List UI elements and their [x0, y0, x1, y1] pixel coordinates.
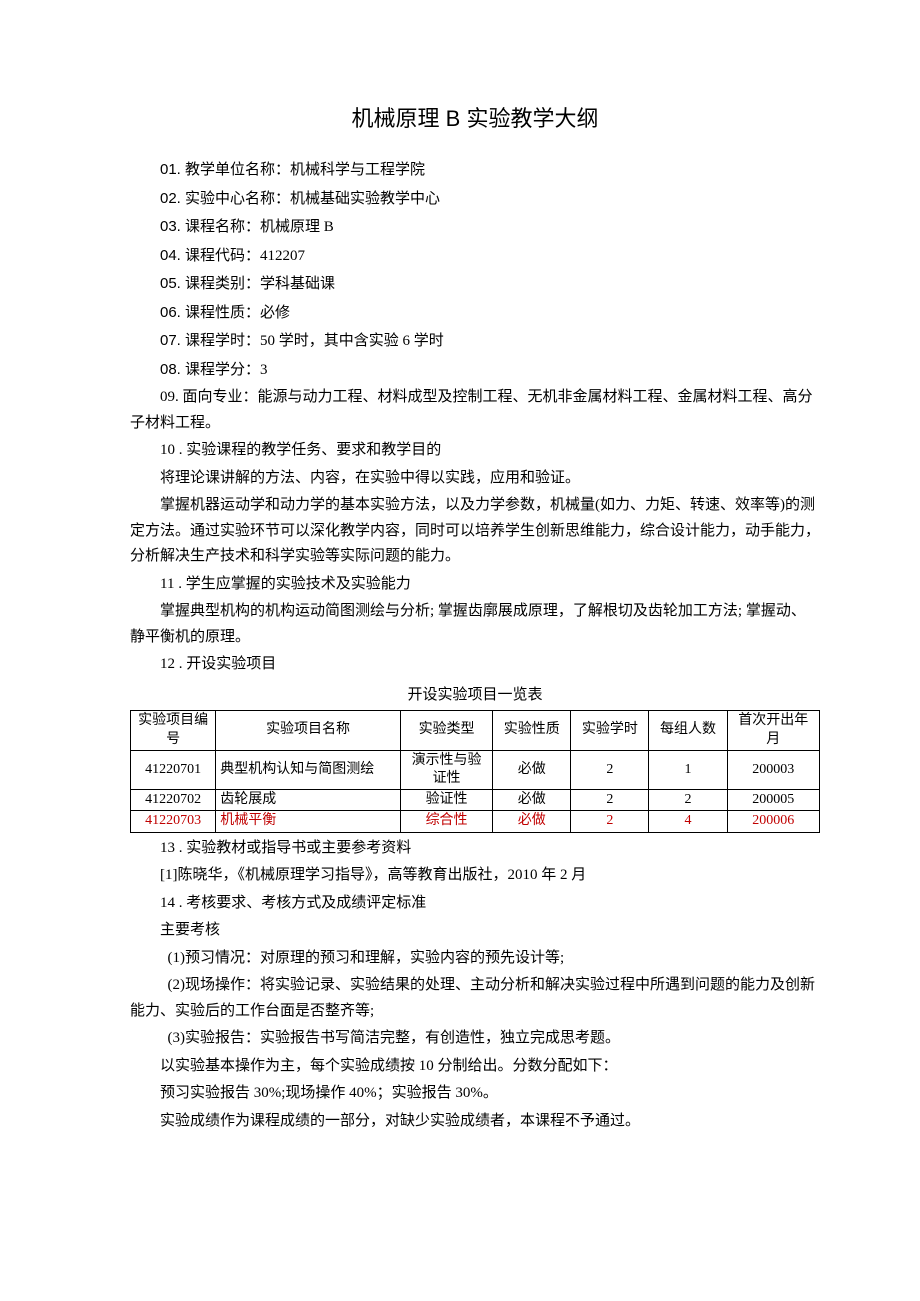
section-10-heading: 10 . 实验课程的教学任务、要求和教学目的: [160, 438, 820, 464]
table-header-cell: 首次开出年月: [727, 711, 819, 750]
section-14-p1: 主要考核: [130, 918, 820, 944]
info-line: 04. 课程代码：412207: [160, 243, 820, 270]
section-14-p6: 预习实验报告 30%;现场操作 40%；实验报告 30%。: [130, 1081, 820, 1107]
document-title: 机械原理 B 实验教学大纲: [130, 100, 820, 137]
section-14-p3: (2)现场操作：将实验记录、实验结果的处理、主动分析和解决实验过程中所遇到问题的…: [130, 973, 820, 1024]
section-11-p1: 掌握典型机构的机构运动简图测绘与分析; 掌握齿廓展成原理，了解根切及齿轮加工方法…: [130, 599, 820, 650]
info-label: 课程性质：: [185, 305, 260, 321]
info-line: 02. 实验中心名称：机械基础实验教学中心: [160, 186, 820, 213]
table-cell: 机械平衡: [216, 811, 401, 832]
table-header-cell: 实验性质: [493, 711, 571, 750]
info-label: 课程学分：: [185, 362, 260, 378]
info-label: 课程名称：: [185, 219, 260, 235]
table-cell: 41220702: [131, 790, 216, 811]
table-body: 41220701典型机构认知与简图测绘演示性与验证性必做212000034122…: [131, 750, 820, 832]
table-title: 开设实验项目一览表: [130, 683, 820, 709]
info-label: 实验中心名称：: [185, 191, 290, 207]
info-value: 412207: [260, 248, 305, 264]
info-num: 05.: [160, 275, 185, 292]
section-14-heading: 14 . 考核要求、考核方式及成绩评定标准: [160, 891, 820, 917]
info-line: 08. 课程学分：3: [160, 357, 820, 384]
table-row: 41220702齿轮展成验证性必做22200005: [131, 790, 820, 811]
table-cell: 4: [649, 811, 727, 832]
info-num: 03.: [160, 218, 185, 235]
table-cell: 200006: [727, 811, 819, 832]
table-cell: 典型机构认知与简图测绘: [216, 750, 401, 789]
table-cell: 41220701: [131, 750, 216, 789]
info-num: 08.: [160, 361, 185, 378]
table-row: 41220703机械平衡综合性必做24200006: [131, 811, 820, 832]
info-label: 教学单位名称：: [185, 162, 290, 178]
section-12-heading: 12 . 开设实验项目: [160, 652, 820, 678]
info-label: 课程学时：: [185, 333, 260, 349]
table-cell: 41220703: [131, 811, 216, 832]
section-14-p2: (1)预习情况：对原理的预习和理解，实验内容的预先设计等;: [130, 946, 820, 972]
table-cell: 2: [571, 750, 649, 789]
section-10-p2: 掌握机器运动学和动力学的基本实验方法，以及力学参数，机械量(如力、力矩、转速、效…: [130, 493, 820, 570]
table-cell: 200005: [727, 790, 819, 811]
table-cell: 必做: [493, 790, 571, 811]
table-cell: 1: [649, 750, 727, 789]
info-num: 01.: [160, 161, 185, 178]
table-cell: 2: [571, 811, 649, 832]
table-row: 41220701典型机构认知与简图测绘演示性与验证性必做21200003: [131, 750, 820, 789]
info-line: 05. 课程类别：学科基础课: [160, 271, 820, 298]
info-num: 04.: [160, 247, 185, 264]
info-label: 课程类别：: [185, 276, 260, 292]
info-label: 课程代码：: [185, 248, 260, 264]
info-line: 07. 课程学时：50 学时，其中含实验 6 学时: [160, 328, 820, 355]
info-line: 01. 教学单位名称：机械科学与工程学院: [160, 157, 820, 184]
info-line: 03. 课程名称：机械原理 B: [160, 214, 820, 241]
info-value: 必修: [260, 305, 290, 321]
section-14-p4: (3)实验报告：实验报告书写简洁完整，有创造性，独立完成思考题。: [130, 1026, 820, 1052]
table-cell: 200003: [727, 750, 819, 789]
experiment-table: 实验项目编号实验项目名称实验类型实验性质实验学时每组人数首次开出年月 41220…: [130, 710, 820, 832]
info-value: 学科基础课: [260, 276, 335, 292]
table-header-cell: 实验项目名称: [216, 711, 401, 750]
table-cell: 必做: [493, 750, 571, 789]
table-cell: 2: [649, 790, 727, 811]
info-value: 50 学时，其中含实验 6 学时: [260, 333, 444, 349]
line-09: 09. 面向专业：能源与动力工程、材料成型及控制工程、无机非金属材料工程、金属材…: [130, 385, 820, 436]
section-13-heading: 13 . 实验教材或指导书或主要参考资料: [160, 836, 820, 862]
table-header-row: 实验项目编号实验项目名称实验类型实验性质实验学时每组人数首次开出年月: [131, 711, 820, 750]
table-cell: 验证性: [400, 790, 492, 811]
section-14-p5: 以实验基本操作为主，每个实验成绩按 10 分制给出。分数分配如下：: [130, 1054, 820, 1080]
info-value: 机械基础实验教学中心: [290, 191, 440, 207]
table-header-cell: 实验项目编号: [131, 711, 216, 750]
section-14-p7: 实验成绩作为课程成绩的一部分，对缺少实验成绩者，本课程不予通过。: [130, 1109, 820, 1135]
info-list: 01. 教学单位名称：机械科学与工程学院02. 实验中心名称：机械基础实验教学中…: [130, 157, 820, 383]
info-value: 机械原理 B: [260, 219, 334, 235]
table-cell: 综合性: [400, 811, 492, 832]
section-13-p1: [1]陈晓华，《机械原理学习指导》，高等教育出版社，2010 年 2 月: [130, 863, 820, 889]
info-num: 02.: [160, 190, 185, 207]
table-header-cell: 实验类型: [400, 711, 492, 750]
section-10-p1: 将理论课讲解的方法、内容，在实验中得以实践，应用和验证。: [130, 466, 820, 492]
info-line: 06. 课程性质：必修: [160, 300, 820, 327]
table-cell: 必做: [493, 811, 571, 832]
info-value: 机械科学与工程学院: [290, 162, 425, 178]
table-header-cell: 实验学时: [571, 711, 649, 750]
section-11-heading: 11 . 学生应掌握的实验技术及实验能力: [160, 572, 820, 598]
table-header-cell: 每组人数: [649, 711, 727, 750]
info-value: 3: [260, 362, 268, 378]
table-cell: 2: [571, 790, 649, 811]
info-num: 07.: [160, 332, 185, 349]
table-cell: 齿轮展成: [216, 790, 401, 811]
table-cell: 演示性与验证性: [400, 750, 492, 789]
info-num: 06.: [160, 304, 185, 321]
